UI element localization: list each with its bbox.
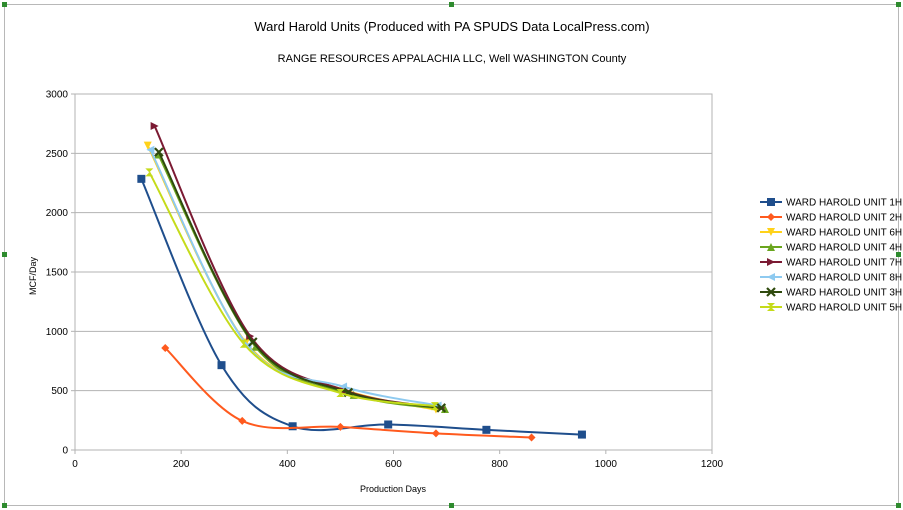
- resize-handle-top-middle[interactable]: [449, 2, 454, 7]
- y-tick-label: 0: [62, 446, 68, 457]
- resize-handle-top-left[interactable]: [2, 2, 7, 7]
- data-point: [436, 403, 447, 413]
- x-axis-label: Production Days: [360, 484, 427, 494]
- y-tick-label: 2000: [46, 208, 69, 219]
- y-axis-label: MCF/Day: [28, 257, 38, 295]
- series-line: [157, 151, 442, 409]
- series-line: [146, 145, 437, 411]
- legend-marker: [767, 303, 775, 311]
- chart-title: Ward Harold Units (Produced with PA SPUD…: [254, 19, 649, 34]
- resize-handle-middle-right[interactable]: [896, 252, 901, 257]
- series-line: [157, 154, 446, 411]
- legend-marker: [766, 287, 776, 297]
- x-tick-label: 1000: [595, 459, 618, 470]
- data-point: [384, 420, 393, 429]
- data-point: [431, 429, 440, 438]
- data-point: [577, 430, 586, 439]
- legend-label: WARD HAROLD UNIT 2H: [786, 213, 902, 224]
- data-point: [143, 141, 152, 150]
- data-point: [248, 337, 258, 347]
- x-tick-label: 1200: [701, 459, 724, 470]
- data-point: [161, 343, 170, 352]
- data-point: [527, 433, 536, 442]
- data-point: [154, 147, 164, 157]
- data-point: [336, 422, 345, 431]
- legend-label: WARD HAROLD UNIT 5H: [786, 303, 902, 314]
- data-point: [239, 339, 248, 348]
- data-point: [336, 389, 345, 398]
- legend-marker: [767, 213, 775, 221]
- chart-frame: [4, 4, 899, 506]
- legend-marker: [767, 243, 775, 251]
- data-point: [150, 122, 159, 131]
- data-point: [243, 341, 252, 350]
- legend-marker: [767, 198, 775, 206]
- y-tick-label: 500: [51, 386, 68, 397]
- legend-label: WARD HAROLD UNIT 6H: [786, 228, 902, 239]
- legend-label: WARD HAROLD UNIT 7H: [786, 258, 902, 269]
- legend-marker: [767, 228, 775, 236]
- chart-subtitle: RANGE RESOURCES APPALACHIA LLC, Well WAS…: [278, 53, 627, 65]
- data-point: [217, 361, 226, 370]
- resize-handle-top-right[interactable]: [896, 2, 901, 7]
- resize-handle-bottom-middle[interactable]: [449, 503, 454, 508]
- plot-grid: [74, 93, 713, 451]
- data-point: [146, 145, 155, 154]
- data-point: [145, 168, 154, 177]
- resize-handle-bottom-left[interactable]: [2, 503, 7, 508]
- data-point: [288, 422, 297, 431]
- x-tick-label: 0: [72, 459, 78, 470]
- legend-label: WARD HAROLD UNIT 3H: [786, 288, 902, 299]
- y-tick-label: 2500: [46, 149, 69, 160]
- data-point: [137, 174, 146, 183]
- legend-label: WARD HAROLD UNIT 1H: [786, 198, 902, 209]
- legend-marker: [767, 258, 775, 266]
- resize-handle-bottom-right[interactable]: [896, 503, 901, 508]
- x-tick-label: 400: [279, 459, 296, 470]
- x-tick-label: 800: [491, 459, 508, 470]
- series-line: [149, 149, 438, 407]
- x-tick-label: 600: [385, 459, 402, 470]
- legend-label: WARD HAROLD UNIT 8H: [786, 273, 902, 284]
- plot-series: [137, 122, 586, 442]
- data-point: [482, 425, 491, 434]
- data-point: [430, 402, 439, 411]
- legend-marker: [767, 273, 775, 281]
- resize-handle-middle-left[interactable]: [2, 252, 7, 257]
- data-point: [238, 416, 247, 425]
- y-tick-label: 1500: [46, 268, 69, 279]
- x-tick-label: 200: [173, 459, 190, 470]
- y-tick-label: 1000: [46, 327, 69, 338]
- legend-label: WARD HAROLD UNIT 4H: [786, 243, 902, 254]
- y-tick-label: 3000: [46, 90, 69, 101]
- series-line: [148, 171, 436, 408]
- plot-axes: 0 500 1000 1500 2000 2500 3000 0 200 400 600 800 100…: [46, 90, 724, 471]
- legend: WARD HAROLD UNIT 1H WARD HAROLD UNIT 2H WA…: [760, 198, 902, 314]
